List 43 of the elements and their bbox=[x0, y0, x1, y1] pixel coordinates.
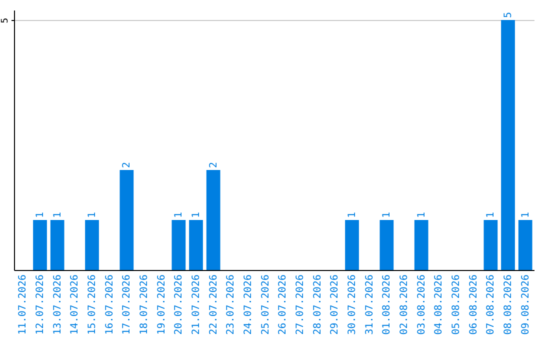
data-label: 1 bbox=[347, 212, 358, 218]
x-tick-label: 06.08.2026 bbox=[468, 274, 480, 335]
x-tick-label: 14.07.2026 bbox=[70, 274, 81, 335]
x-tick-label: 20.07.2026 bbox=[174, 274, 185, 335]
x-tick-label: 04.08.2026 bbox=[434, 274, 445, 335]
x-tick-label: 19.07.2026 bbox=[156, 274, 168, 335]
x-tick-label: 07.08.2026 bbox=[486, 274, 497, 335]
x-tick-label: 21.07.2026 bbox=[191, 274, 202, 335]
data-label: 1 bbox=[174, 212, 185, 218]
x-tick-label: 23.07.2026 bbox=[226, 274, 237, 335]
data-label: 1 bbox=[382, 212, 393, 218]
data-label: 1 bbox=[520, 212, 532, 218]
x-tick-label: 11.07.2026 bbox=[18, 274, 29, 335]
x-tick-label: 18.07.2026 bbox=[139, 274, 150, 335]
x-tick-label: 25.07.2026 bbox=[260, 274, 272, 335]
data-label: 1 bbox=[416, 212, 428, 218]
x-tick-label: 01.08.2026 bbox=[382, 274, 393, 335]
x-tick-label: 08.08.2026 bbox=[503, 274, 514, 335]
x-tick-label: 02.08.2026 bbox=[399, 274, 410, 335]
x-tick-label: 05.08.2026 bbox=[451, 274, 462, 335]
data-label: 2 bbox=[122, 162, 133, 168]
x-tick-label: 31.07.2026 bbox=[364, 274, 376, 335]
x-tick-label: 09.08.2026 bbox=[520, 274, 532, 335]
data-label: 1 bbox=[35, 212, 46, 218]
data-label: 1 bbox=[52, 212, 64, 218]
x-tick-label: 13.07.2026 bbox=[52, 274, 64, 335]
x-tick-label: 16.07.2026 bbox=[104, 274, 116, 335]
x-tick-label: 24.07.2026 bbox=[243, 274, 254, 335]
x-tick-label: 30.07.2026 bbox=[347, 274, 358, 335]
data-label: 2 bbox=[208, 162, 220, 168]
x-tick-label: 27.07.2026 bbox=[295, 274, 306, 335]
x-tick-label: 17.07.2026 bbox=[122, 274, 133, 335]
x-tick-label: 15.07.2026 bbox=[87, 274, 98, 335]
x-tick-label: 12.07.2026 bbox=[35, 274, 46, 335]
x-tick-label: 22.07.2026 bbox=[208, 274, 220, 335]
data-label: 1 bbox=[191, 212, 202, 218]
data-label: 5 bbox=[503, 12, 514, 18]
data-label: 1 bbox=[486, 212, 497, 218]
x-tick-label: 26.07.2026 bbox=[278, 274, 289, 335]
x-tick-label: 03.08.2026 bbox=[416, 274, 428, 335]
data-label: 1 bbox=[87, 212, 98, 218]
x-tick-label: 28.07.2026 bbox=[312, 274, 324, 335]
x-tick-label: 29.07.2026 bbox=[330, 274, 341, 335]
